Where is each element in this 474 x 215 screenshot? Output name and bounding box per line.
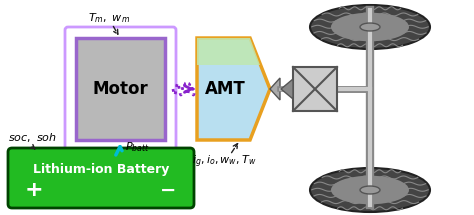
Ellipse shape (360, 23, 380, 31)
Polygon shape (197, 38, 270, 140)
Text: −: − (160, 181, 176, 200)
Text: $i_g, i_o, w_w, T_w$: $i_g, i_o, w_w, T_w$ (192, 154, 256, 170)
Text: Lithium-ion Battery: Lithium-ion Battery (33, 163, 169, 177)
Ellipse shape (331, 13, 409, 41)
Text: Motor: Motor (92, 80, 148, 98)
FancyBboxPatch shape (8, 148, 194, 208)
Ellipse shape (310, 5, 430, 49)
Polygon shape (197, 38, 260, 65)
FancyBboxPatch shape (76, 38, 165, 140)
Text: AMT: AMT (205, 80, 246, 98)
Ellipse shape (310, 168, 430, 212)
Text: $P_{batt}$: $P_{batt}$ (125, 140, 150, 154)
Ellipse shape (331, 176, 409, 204)
Polygon shape (281, 79, 293, 99)
Text: $T_m,\ w_m$: $T_m,\ w_m$ (88, 11, 130, 25)
Text: $soc,\ soh$: $soc,\ soh$ (8, 132, 57, 144)
Ellipse shape (360, 186, 380, 194)
Text: +: + (25, 180, 43, 200)
Polygon shape (270, 78, 280, 100)
Bar (293, 67, 337, 111)
